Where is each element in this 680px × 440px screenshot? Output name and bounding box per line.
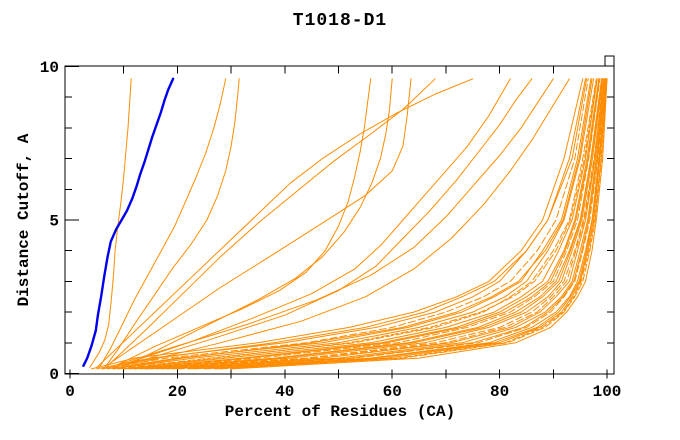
model-curve	[144, 78, 604, 370]
model-curve	[96, 78, 586, 370]
border-notch	[604, 55, 615, 66]
model-curve	[123, 78, 511, 365]
x-tick-label: 60	[383, 383, 402, 401]
model-curve	[107, 78, 436, 367]
model-curve	[91, 78, 584, 370]
model-curve	[107, 78, 592, 370]
model-curve	[176, 78, 606, 370]
model-curve	[144, 78, 603, 370]
model-curve	[123, 78, 598, 370]
y-tick-label: 0	[49, 366, 59, 384]
model-curve	[128, 78, 393, 365]
model-curve	[96, 78, 474, 368]
model-curve	[112, 78, 595, 370]
x-tick-label: 100	[593, 383, 622, 401]
x-axis-label: Percent of Residues (CA)	[224, 403, 456, 421]
model-curve	[99, 78, 227, 368]
model-curve	[101, 78, 588, 370]
x-tick-label: 40	[275, 383, 294, 401]
model-curve	[123, 78, 598, 370]
model-curve	[203, 78, 607, 370]
model-curve	[230, 78, 608, 370]
model-curve	[112, 78, 593, 370]
model-curve	[101, 78, 589, 370]
model-curve	[155, 78, 605, 370]
model-curve	[150, 78, 605, 370]
model-curve	[133, 78, 601, 370]
y-tick-label: 5	[49, 213, 59, 231]
model-curve	[112, 78, 412, 362]
model-curve	[128, 78, 600, 370]
x-tick-label: 0	[65, 383, 75, 401]
model-curve	[117, 78, 597, 370]
highlighted-model-curve	[82, 77, 175, 367]
model-curve	[139, 78, 603, 370]
model-curve	[219, 78, 608, 370]
x-tick-label: 80	[490, 383, 509, 401]
x-tick-label: 20	[168, 383, 187, 401]
model-curve	[171, 78, 606, 370]
y-tick-label: 10	[40, 59, 59, 77]
model-curve	[89, 78, 132, 368]
model-curve	[160, 78, 604, 370]
y-axis-label: Distance Cutoff, A	[15, 133, 33, 307]
model-curve	[104, 78, 240, 368]
model-curve	[139, 78, 570, 364]
model-curve	[166, 78, 606, 370]
plot-title: T1018-D1	[292, 11, 388, 31]
model-curve	[187, 78, 607, 370]
model-curve	[133, 78, 600, 370]
model-curve	[214, 78, 607, 370]
model-curve	[117, 78, 554, 365]
model-curve	[193, 78, 607, 370]
model-curve	[133, 78, 533, 364]
